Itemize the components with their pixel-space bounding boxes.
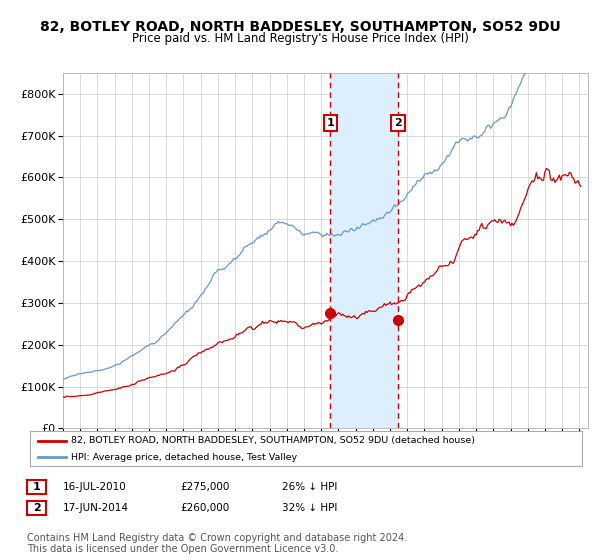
- Text: 16-JUL-2010: 16-JUL-2010: [63, 482, 127, 492]
- Text: 26% ↓ HPI: 26% ↓ HPI: [282, 482, 337, 492]
- Text: 82, BOTLEY ROAD, NORTH BADDESLEY, SOUTHAMPTON, SO52 9DU (detached house): 82, BOTLEY ROAD, NORTH BADDESLEY, SOUTHA…: [71, 436, 475, 445]
- Text: 32% ↓ HPI: 32% ↓ HPI: [282, 503, 337, 513]
- Text: 1: 1: [326, 118, 334, 128]
- Text: £260,000: £260,000: [180, 503, 229, 513]
- Text: Contains HM Land Registry data © Crown copyright and database right 2024.
This d: Contains HM Land Registry data © Crown c…: [27, 533, 407, 554]
- Text: 82, BOTLEY ROAD, NORTH BADDESLEY, SOUTHAMPTON, SO52 9DU: 82, BOTLEY ROAD, NORTH BADDESLEY, SOUTHA…: [40, 20, 560, 34]
- Text: 17-JUN-2014: 17-JUN-2014: [63, 503, 129, 513]
- Text: £275,000: £275,000: [180, 482, 229, 492]
- Bar: [331, 73, 398, 428]
- Text: 2: 2: [394, 118, 402, 128]
- Text: 1: 1: [33, 482, 40, 492]
- Text: Price paid vs. HM Land Registry's House Price Index (HPI): Price paid vs. HM Land Registry's House …: [131, 31, 469, 45]
- Text: HPI: Average price, detached house, Test Valley: HPI: Average price, detached house, Test…: [71, 452, 298, 462]
- Text: 2: 2: [33, 503, 40, 513]
